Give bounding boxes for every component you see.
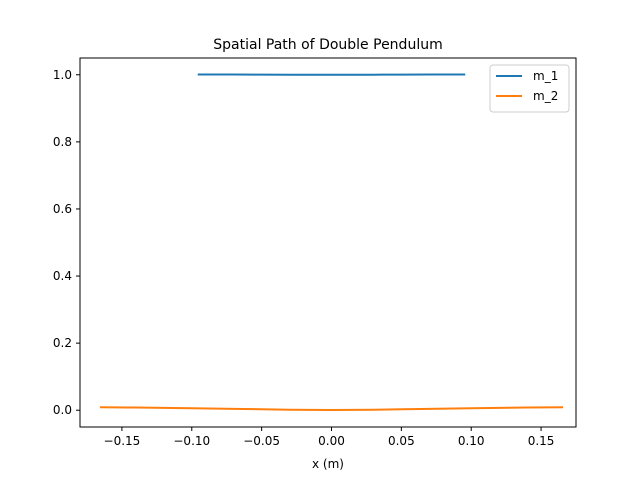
x-tick-label: −0.10: [173, 434, 210, 448]
legend-label-m-2: m_2: [533, 89, 558, 103]
y-tick-label: 0.8: [53, 135, 72, 149]
chart-title: Spatial Path of Double Pendulum: [213, 37, 442, 53]
x-tick-label: 0.05: [388, 434, 415, 448]
y-tick-label: 1.0: [53, 68, 72, 82]
legend-label-m-1: m_1: [533, 69, 558, 83]
y-tick-label: 0.6: [53, 202, 72, 216]
x-tick-label: −0.15: [104, 434, 141, 448]
y-tick-label: 0.2: [53, 336, 72, 350]
y-tick-label: 0.4: [53, 269, 72, 283]
y-tick-label: 0.0: [53, 403, 72, 417]
x-tick-label: 0.10: [458, 434, 485, 448]
x-tick-label: 0.15: [528, 434, 555, 448]
x-tick-label: 0.00: [318, 434, 345, 448]
x-tick-label: −0.05: [243, 434, 280, 448]
x-axis-label: x (m): [312, 457, 344, 471]
legend: m_1m_2: [490, 65, 569, 112]
